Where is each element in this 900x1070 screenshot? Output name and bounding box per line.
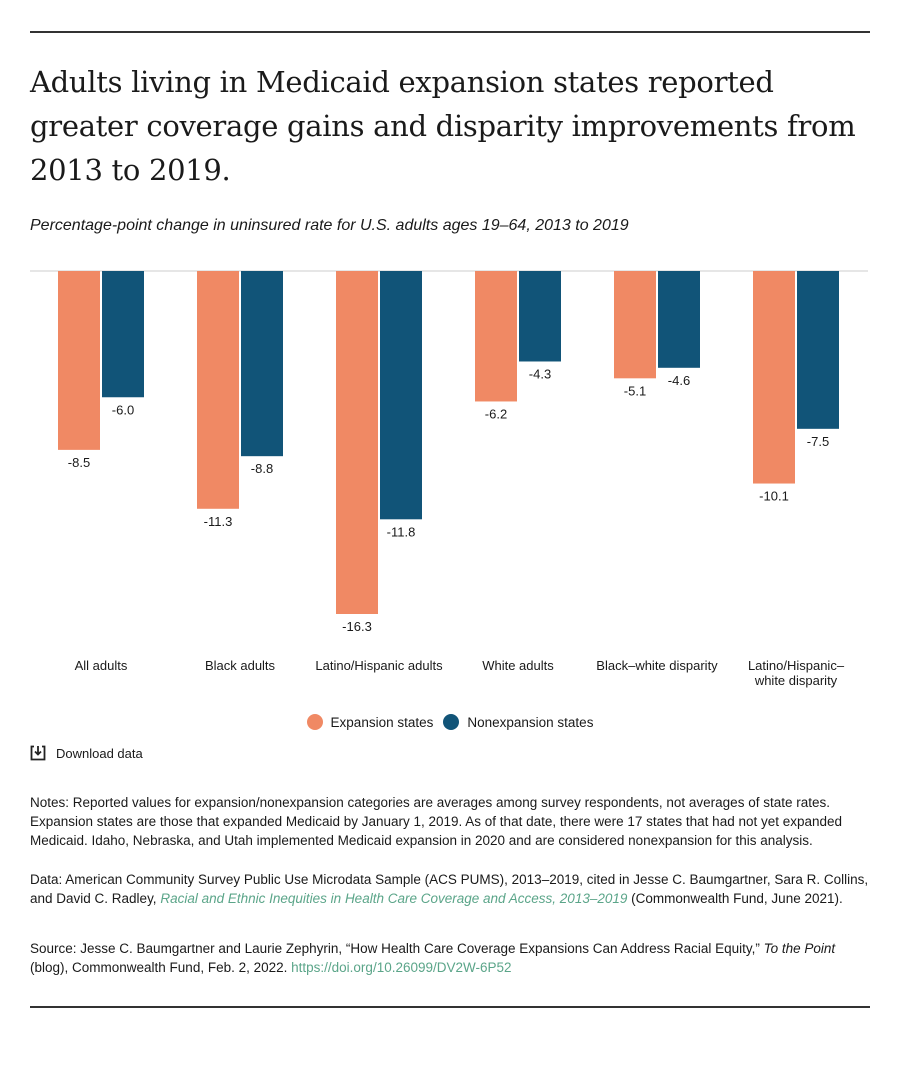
bar-nonexpansion: [241, 271, 283, 457]
bar-nonexpansion: [797, 271, 839, 429]
data-label: -6.2: [485, 406, 507, 421]
data-label: -10.1: [759, 489, 789, 504]
data-label: -11.8: [387, 524, 416, 539]
category-label: Latino/Hispanic–: [748, 658, 845, 673]
data-label: -11.3: [204, 514, 233, 529]
bar-expansion: [753, 271, 795, 484]
legend-swatch-nonexpansion: [443, 714, 460, 730]
bar-nonexpansion: [658, 271, 700, 368]
top-rule: [30, 31, 870, 33]
data-label: -6.0: [112, 402, 134, 417]
data-prefix: Data: American Community Survey Public U…: [30, 872, 869, 906]
bar-nonexpansion: [519, 271, 561, 362]
chart-subtitle: Percentage-point change in uninsured rat…: [30, 217, 629, 234]
source-blog-name: To the Point: [763, 941, 836, 956]
legend-label: Expansion states: [330, 714, 434, 730]
legend-item-nonexpansion[interactable]: Nonexpansion states: [443, 714, 593, 730]
category-label: White adults: [482, 658, 554, 673]
category-label: Latino/Hispanic adults: [315, 658, 443, 673]
legend: Expansion states Nonexpansion states: [0, 714, 900, 730]
bar-nonexpansion: [102, 271, 144, 398]
notes: Notes: Reported values for expansion/non…: [30, 793, 870, 850]
legend-swatch-expansion: [306, 714, 323, 730]
category-label: All adults: [75, 658, 128, 673]
legend-label: Nonexpansion states: [467, 714, 594, 730]
bar-chart: -8.5 -11.3 -16.3 -6.2 -5.1 -10.1 -6.0 -8.8 -11.8…: [30, 270, 868, 688]
report-link[interactable]: Racial and Ethnic Inequities in Health C…: [160, 891, 628, 906]
data-label: -5.1: [624, 383, 646, 398]
data-label: -8.8: [251, 461, 273, 476]
data-suffix: (Commonwealth Fund, June 2021).: [627, 891, 843, 906]
bar-expansion: [197, 271, 239, 509]
source: Source: Jesse C. Baumgartner and Laurie …: [30, 939, 870, 977]
category-label: white disparity: [754, 673, 838, 688]
category-label: Black–white disparity: [596, 658, 718, 673]
download-label: Download data: [56, 745, 143, 761]
bottom-rule: [30, 1006, 870, 1008]
doi-link[interactable]: https://doi.org/10.26099/DV2W-6P52: [291, 960, 512, 975]
data-label: -4.6: [668, 373, 690, 388]
bar-expansion: [475, 271, 517, 402]
data-source: Data: American Community Survey Public U…: [30, 870, 870, 908]
data-label: -8.5: [68, 455, 90, 470]
data-label: -4.3: [529, 366, 551, 381]
legend-item-expansion[interactable]: Expansion states: [306, 714, 434, 730]
bar-nonexpansion: [380, 271, 422, 520]
download-icon: [30, 745, 46, 761]
notes-text: Notes: Reported values for expansion/non…: [30, 795, 843, 848]
source-prefix: Source: Jesse C. Baumgartner and Laurie …: [30, 941, 764, 956]
bar-expansion: [614, 271, 656, 379]
bar-expansion: [336, 271, 378, 614]
chart-title: Adults living in Medicaid expansion stat…: [30, 65, 856, 187]
category-label: Black adults: [205, 658, 276, 673]
download-data-button[interactable]: Download data: [30, 745, 143, 761]
bar-expansion: [58, 271, 100, 450]
source-mid: (blog), Commonwealth Fund, Feb. 2, 2022.: [30, 960, 292, 975]
data-label: -16.3: [342, 619, 372, 634]
data-label: -7.5: [807, 434, 829, 449]
